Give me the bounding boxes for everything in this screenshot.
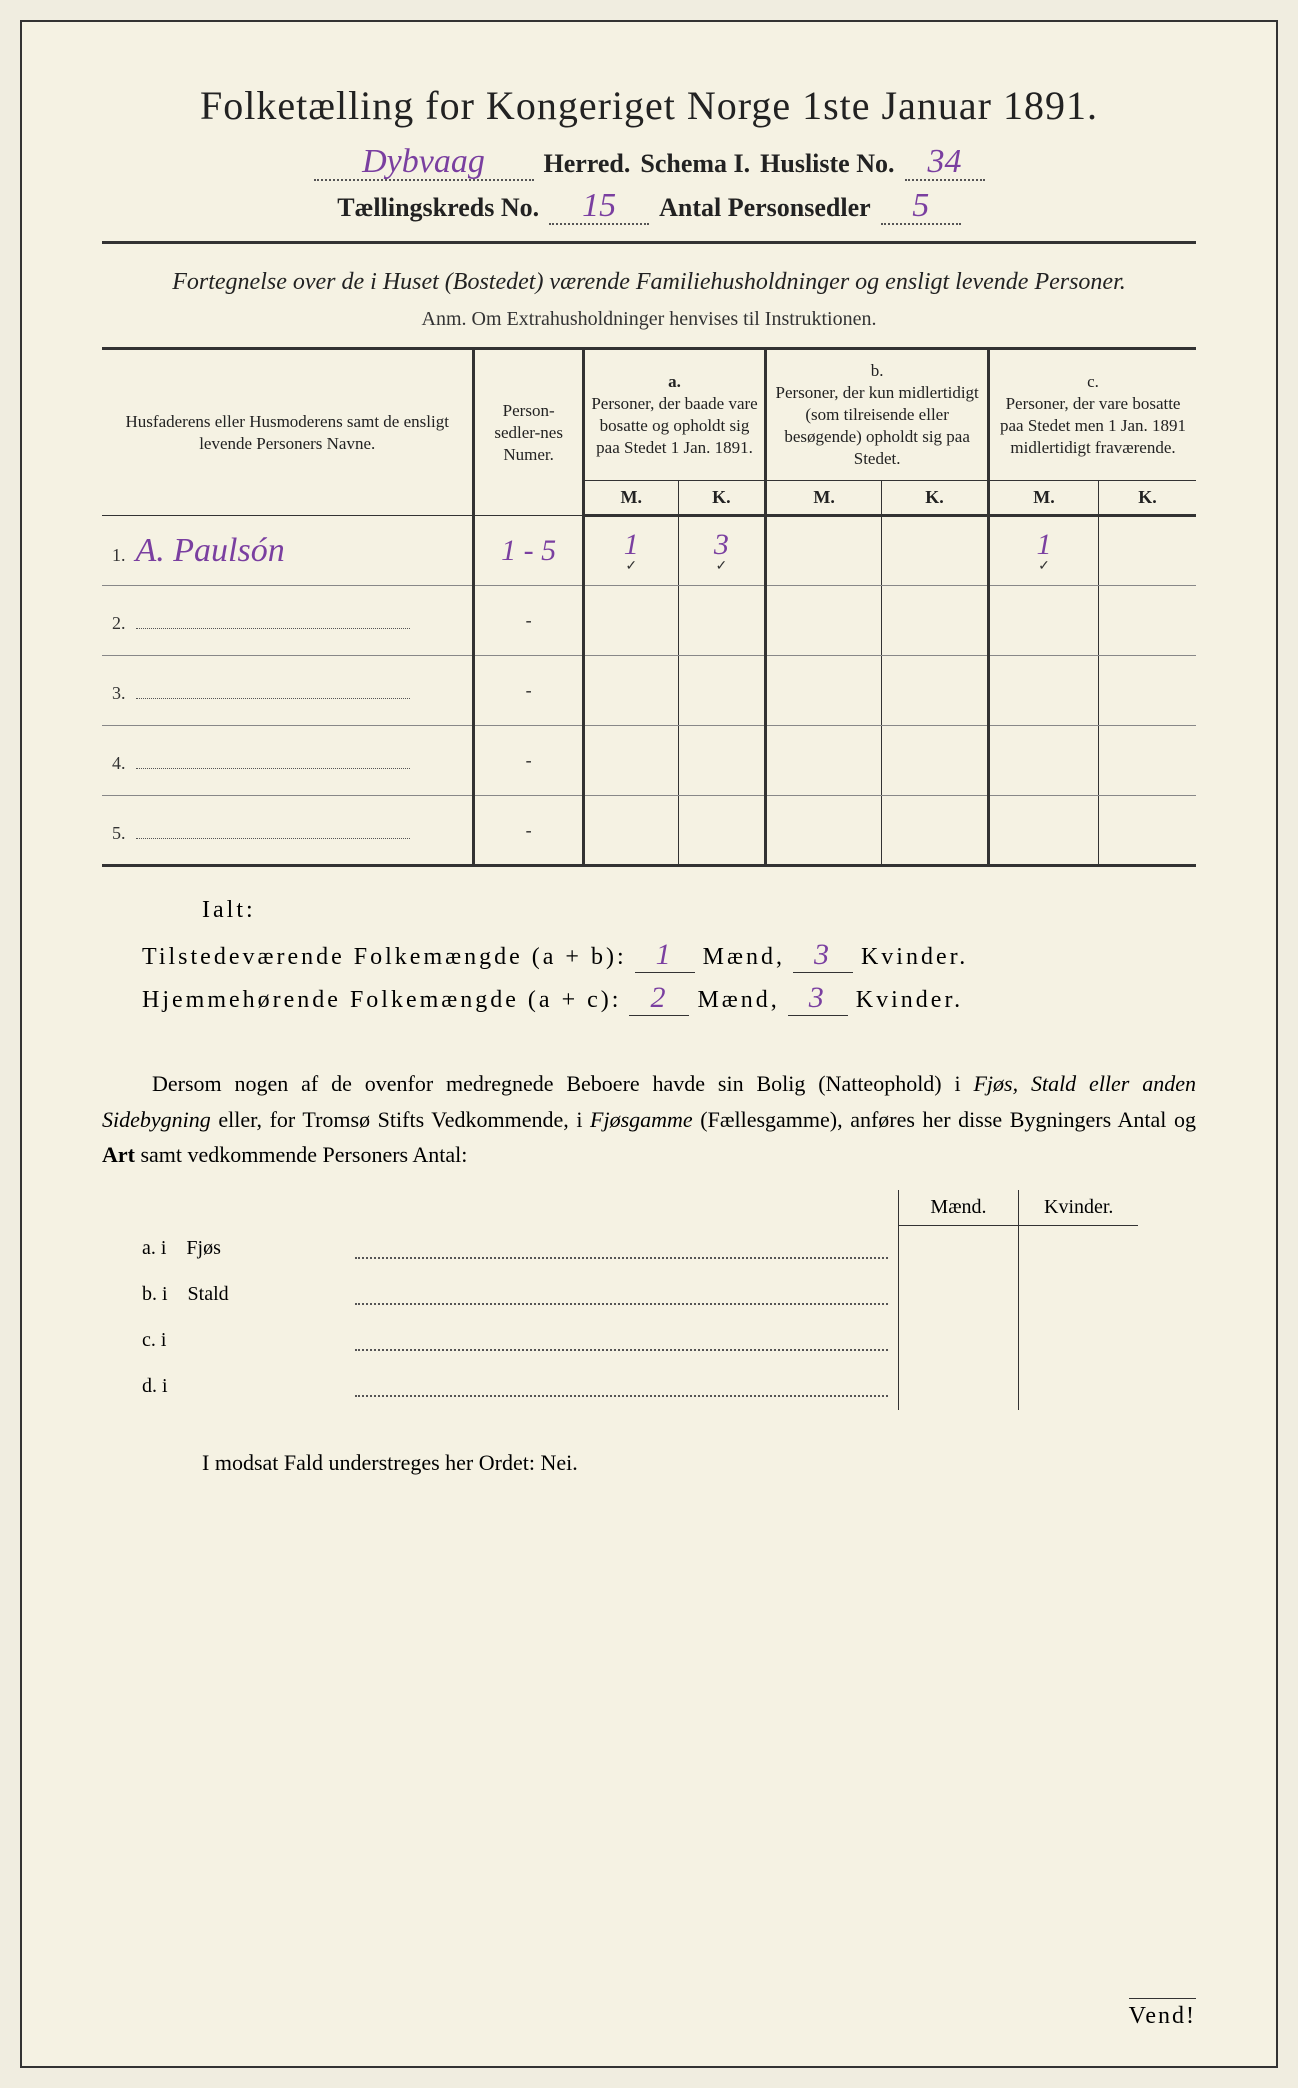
hjemme-k: 3 [809,981,827,1014]
col-name: Husfaderens eller Husmoderens samt de en… [102,349,474,516]
out-maend: Mænd. [898,1190,1018,1226]
header-line-1: Dybvaag Herred. Schema I. Husliste No. 3… [102,147,1196,181]
tilstede-k: 3 [814,938,832,971]
table-row: 2.- [102,586,1196,656]
herred-label: Herred. [544,149,631,179]
kvinder-label-2: Kvinder. [856,987,963,1014]
form-note: Anm. Om Extrahusholdninger henvises til … [102,308,1196,331]
tilstede-m: 1 [656,938,674,971]
kvinder-label: Kvinder. [861,944,968,971]
col-b: b. Personer, der kun midlertidigt (som t… [766,349,989,481]
hjemme-m: 2 [650,981,668,1014]
hjemme-label: Hjemmehørende Folkemængde (a + c): [142,987,621,1014]
header-line-2: Tællingskreds No. 15 Antal Personsedler … [102,191,1196,225]
maend-label: Mænd, [703,944,785,971]
out-row: c. i [132,1318,1138,1364]
out-row: b. i Stald [132,1272,1138,1318]
col-b-k: K. [882,481,989,516]
table-row: 1.A. Paulsón1 - 51✓3✓1✓ [102,516,1196,586]
col-b-m: M. [766,481,882,516]
ialt-label: Ialt: [202,897,1196,924]
kreds-value: 15 [582,187,616,224]
husliste-label: Husliste No. [760,149,894,179]
kreds-label: Tællingskreds No. [337,193,539,223]
out-kvinder: Kvinder. [1018,1190,1138,1226]
form-subtitle: Fortegnelse over de i Huset (Bostedet) v… [102,264,1196,300]
table-row: 4.- [102,726,1196,796]
antal-value: 5 [912,187,929,224]
divider [102,241,1196,244]
table-row: 5.- [102,796,1196,866]
col-numer: Person-sedler-nes Numer. [474,349,583,516]
nei-line: I modsat Fald understreges her Ordet: Ne… [202,1450,1196,1476]
page-turn: Vend! [1129,1998,1196,2030]
antal-label: Antal Personsedler [659,193,871,223]
main-table: Husfaderens eller Husmoderens samt de en… [102,347,1196,867]
row-name: A. Paulsón [136,532,285,569]
sum-tilstede: Tilstedeværende Folkemængde (a + b): 1 M… [142,938,1196,973]
outbuilding-paragraph: Dersom nogen af de ovenfor medregnede Be… [102,1066,1196,1172]
col-c: c. Personer, der vare bosatte paa Stedet… [989,349,1196,481]
schema-label: Schema I. [640,149,750,179]
outbuilding-table: Mænd. Kvinder. a. i Fjøsb. i Staldc. i d… [132,1190,1138,1410]
page-title: Folketælling for Kongeriget Norge 1ste J… [102,82,1196,129]
col-a-m: M. [583,481,678,516]
maend-label-2: Mænd, [697,987,779,1014]
out-row: d. i [132,1364,1138,1410]
herred-value: Dybvaag [362,143,485,180]
col-c-k: K. [1098,481,1196,516]
husliste-value: 34 [928,143,962,180]
out-row: a. i Fjøs [132,1226,1138,1272]
tilstede-label: Tilstedeværende Folkemængde (a + b): [142,944,627,971]
table-row: 3.- [102,656,1196,726]
census-form-page: Folketælling for Kongeriget Norge 1ste J… [20,20,1278,2068]
col-a: a. Personer, der baade vare bosatte og o… [583,349,765,481]
col-c-m: M. [989,481,1099,516]
col-a-k: K. [678,481,766,516]
sum-hjemme: Hjemmehørende Folkemængde (a + c): 2 Mæn… [142,981,1196,1016]
